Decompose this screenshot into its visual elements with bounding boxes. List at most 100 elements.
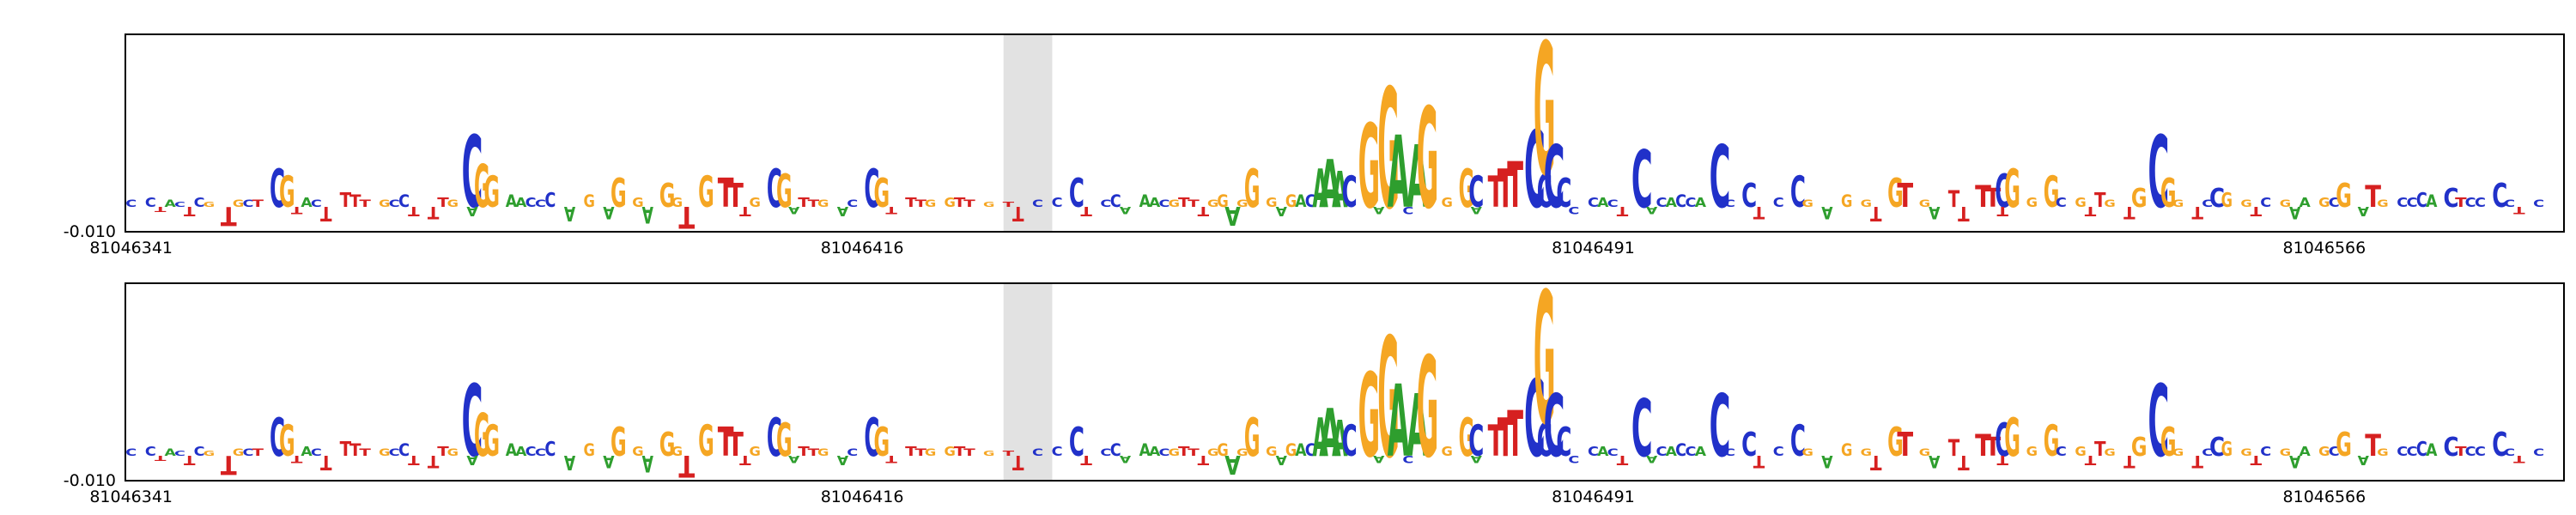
logo-letter-T: T (739, 203, 750, 218)
logo-letter-A: A (1120, 204, 1132, 215)
logo-letter-T: T (1753, 203, 1765, 222)
logo-letter-A: A (1406, 376, 1429, 476)
logo-letter-A: A (1276, 203, 1288, 219)
logo-letter-C: C (864, 409, 879, 470)
logo-letter-T: T (1178, 196, 1189, 210)
logo-letter-C: C (1069, 171, 1084, 217)
logo-letter-G: G (1207, 447, 1218, 458)
logo-letter-G: G (204, 450, 215, 457)
logo-letter-T: T (2123, 203, 2136, 222)
logo-letter-A: A (301, 195, 313, 210)
logo-letter-G: G (1534, 5, 1556, 216)
logo-letter-C: C (125, 446, 137, 458)
logo-letter-T: T (1198, 203, 1209, 218)
logo-letter-A: A (2426, 192, 2437, 211)
logo-letter-G: G (2221, 188, 2233, 212)
logo-letter-T: T (1997, 203, 2008, 218)
logo-letter-T: T (798, 196, 809, 210)
logo-letter-G: G (2004, 158, 2020, 220)
logo-letter-T: T (2365, 429, 2381, 464)
logo-letter-A: A (515, 444, 527, 459)
logo-letter-A: A (1695, 195, 1707, 210)
logo-letter-T: T (184, 452, 195, 467)
logo-letter-C: C (1656, 195, 1667, 210)
logo-letter-G: G (1459, 407, 1475, 469)
logo-letter-T: T (1870, 451, 1882, 474)
logo-letter-T: T (1080, 452, 1091, 467)
logo-letter-C: C (2397, 444, 2408, 459)
logo-letter-T: T (2251, 452, 2262, 467)
logo-letter-T: T (1507, 398, 1523, 471)
logo-letter-C: C (1100, 197, 1111, 209)
logo-letter-G: G (1802, 198, 1814, 209)
logo-letter-G: G (776, 414, 793, 468)
logo-letter-G: G (945, 194, 956, 209)
logo-letter-G: G (611, 419, 627, 466)
logo-letter-G: G (750, 194, 761, 209)
logo-letter-T: T (1003, 450, 1016, 457)
logo-letter-G: G (1841, 441, 1852, 461)
logo-letter-A: A (1276, 452, 1288, 468)
logo-letter-A: A (1120, 453, 1132, 464)
logo-letter-T: T (954, 196, 965, 210)
logo-letter-A: A (1821, 451, 1832, 470)
logo-letter-G: G (632, 443, 643, 458)
logo-letter-T: T (291, 204, 303, 216)
logo-letter-T: T (437, 445, 448, 459)
logo-letter-G: G (483, 168, 500, 218)
logo-letter-G: G (925, 198, 936, 209)
logo-letter-C: C (1631, 384, 1653, 475)
logo-letter-T: T (320, 451, 332, 474)
logo-letter-T: T (437, 196, 448, 210)
logo-letter-T: T (1948, 434, 1959, 462)
logo-letter-T: T (2123, 451, 2136, 471)
logo-letter-A: A (506, 192, 517, 211)
logo-letter-C: C (535, 446, 546, 458)
logo-letter-T: T (727, 176, 744, 215)
logo-letter-G: G (2377, 198, 2388, 209)
logo-letter-C: C (1568, 453, 1579, 465)
x-tick-label: 81046566 (2282, 488, 2366, 506)
logo-letter-C: C (270, 409, 285, 470)
logo-letter-C: C (1607, 446, 1619, 458)
logo-letter-C: C (1588, 195, 1599, 210)
logo-letter-T: T (1870, 202, 1882, 225)
logo-letter-C: C (847, 197, 858, 209)
logo-letter-G: G (1236, 198, 1248, 209)
logo-letter-T: T (2192, 451, 2204, 471)
logo-letter-C: C (1402, 453, 1413, 465)
logo-letter-G: G (2026, 443, 2038, 458)
logo-letter-A: A (1388, 115, 1410, 231)
logo-letter-C: C (270, 160, 285, 221)
logo-letter-C: C (1468, 169, 1484, 218)
logo-letter-C: C (398, 441, 410, 460)
logo-letter-G: G (2104, 447, 2115, 458)
logo-letter-A: A (1471, 453, 1483, 464)
logo-letter-G: G (659, 427, 676, 464)
logo-letter-C: C (1537, 413, 1552, 467)
logo-letter-C: C (2475, 444, 2486, 459)
logo-letter-G: G (233, 447, 244, 458)
logo-letter-C: C (535, 197, 546, 209)
x-tick-label: 81046341 (89, 239, 173, 258)
logo-letter-A: A (466, 452, 478, 468)
logo-letter-G: G (632, 194, 643, 209)
logo-letter-G: G (474, 402, 490, 471)
logo-letter-C: C (1110, 441, 1121, 460)
logo-letter-C: C (311, 446, 322, 458)
logo-letter-G: G (2131, 433, 2148, 463)
logo-letter-G: G (776, 165, 793, 219)
logo-letter-G: G (1841, 192, 1852, 212)
logo-letter-A: A (1373, 204, 1385, 215)
logo-letter-C: C (1032, 197, 1043, 209)
logo-letter-G: G (1459, 158, 1475, 220)
logo-letter-T: T (1198, 452, 1209, 467)
logo-letter-C: C (2533, 197, 2544, 209)
logo-letter-G: G (1861, 198, 1872, 209)
logo-letter-G: G (671, 194, 683, 209)
logo-letter-G: G (817, 447, 829, 458)
logo-letter-T: T (1003, 201, 1016, 209)
logo-letter-C: C (2492, 176, 2507, 215)
logo-letter-T: T (1617, 203, 1628, 218)
